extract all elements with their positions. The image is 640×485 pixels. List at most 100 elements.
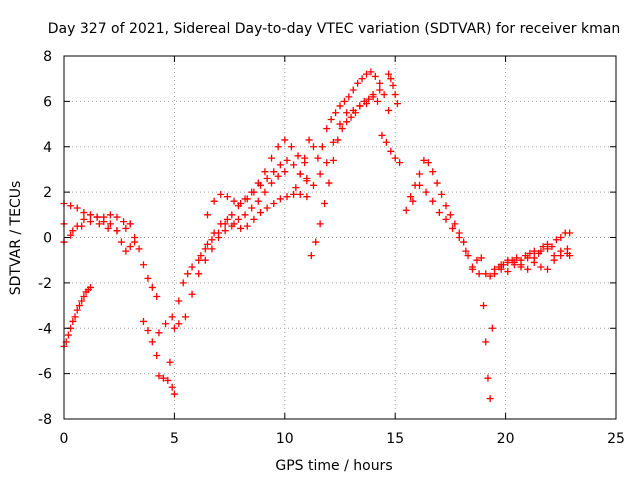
data-point (208, 245, 216, 253)
data-point (281, 136, 289, 144)
data-point (122, 247, 130, 255)
series-track-16 (402, 156, 574, 280)
data-point (95, 220, 103, 228)
data-point (139, 261, 147, 269)
data-point (144, 327, 152, 335)
data-point (382, 138, 390, 146)
data-point (80, 215, 88, 223)
data-point (513, 254, 521, 262)
data-point (126, 220, 134, 228)
data-point (557, 247, 565, 255)
data-point (336, 102, 344, 110)
data-point (261, 188, 269, 196)
data-point (407, 193, 415, 201)
data-point (254, 197, 262, 205)
data-point (449, 224, 457, 232)
data-point (312, 238, 320, 246)
data-point (195, 256, 203, 264)
data-point (80, 209, 88, 217)
y-tick-label: -6 (38, 367, 52, 383)
data-point (497, 261, 505, 269)
data-point (429, 168, 437, 176)
data-point (484, 374, 492, 382)
data-point (557, 234, 565, 241)
data-point (223, 193, 231, 201)
data-point (424, 159, 432, 167)
data-point (345, 93, 353, 101)
data-point (204, 211, 212, 219)
data-point (86, 211, 94, 219)
data-point (234, 215, 242, 223)
data-point (409, 197, 417, 205)
data-point (294, 152, 302, 160)
data-point (468, 263, 476, 271)
data-point (210, 229, 218, 237)
data-point (67, 202, 75, 210)
data-point (566, 229, 574, 237)
data-series (60, 68, 574, 403)
x-tick-label: 15 (386, 431, 404, 447)
data-point (230, 220, 238, 228)
data-point (276, 195, 284, 203)
data-point (93, 213, 101, 221)
data-point (175, 297, 183, 305)
data-point (305, 136, 313, 144)
data-point (106, 220, 114, 228)
data-point (310, 143, 318, 151)
data-point (362, 70, 370, 78)
series-track-6 (155, 372, 178, 398)
data-point (367, 68, 375, 76)
data-point (181, 313, 189, 321)
data-point (316, 170, 324, 178)
data-point (323, 159, 331, 167)
data-point (544, 245, 552, 253)
data-point (380, 91, 388, 99)
data-point (376, 79, 384, 87)
x-tick-label: 10 (276, 431, 294, 447)
data-point (303, 175, 311, 183)
data-point (310, 181, 318, 189)
data-point (159, 374, 167, 382)
data-point (329, 156, 337, 164)
data-point (402, 206, 410, 214)
data-point (482, 270, 490, 278)
data-point (292, 184, 300, 192)
data-point (69, 317, 77, 325)
data-point (250, 215, 258, 223)
data-point (197, 252, 205, 260)
data-point (287, 143, 295, 151)
data-point (117, 238, 125, 246)
data-point (475, 270, 483, 278)
data-point (201, 256, 209, 264)
y-tick-label: -2 (38, 276, 52, 292)
data-point (387, 75, 395, 83)
data-point (237, 199, 245, 207)
data-point (113, 213, 121, 221)
data-point (270, 168, 278, 176)
axes (63, 55, 617, 420)
data-point (334, 136, 342, 144)
data-point (263, 204, 271, 212)
data-point (563, 245, 571, 253)
data-point (296, 190, 304, 198)
data-point (237, 224, 245, 232)
data-point (347, 113, 355, 121)
data-point (73, 204, 81, 212)
data-point (230, 197, 238, 205)
data-point (480, 302, 488, 310)
data-point (415, 181, 423, 189)
data-point (188, 290, 196, 298)
y-tick-label: 2 (43, 185, 52, 201)
data-point (276, 161, 284, 169)
data-point (100, 218, 108, 226)
data-point (153, 351, 161, 359)
y-axis-label: SDTVAR / TECUs (8, 181, 24, 296)
data-point (374, 97, 382, 105)
data-point (362, 100, 370, 108)
data-point (307, 252, 315, 260)
data-point (73, 222, 81, 230)
data-point (316, 220, 324, 228)
data-point (332, 109, 340, 117)
